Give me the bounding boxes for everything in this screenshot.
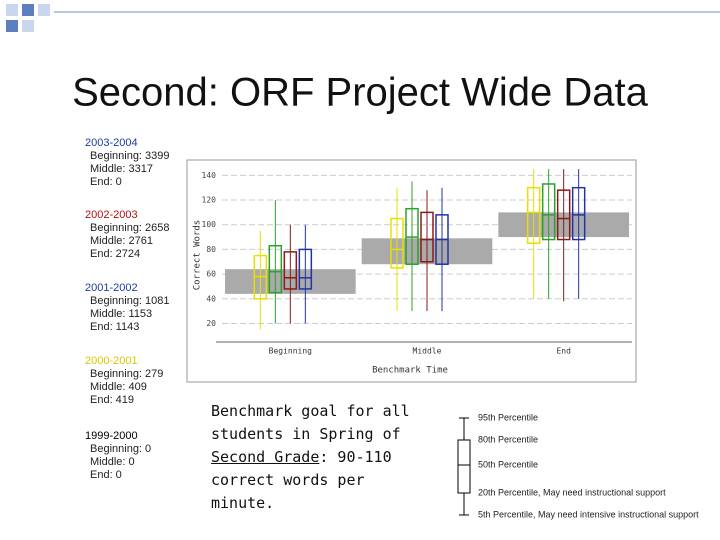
year-count: Middle: 1153 <box>90 308 153 320</box>
goal-underlined: Second Grade <box>211 448 320 466</box>
year-block: 2002-2003 Beginning: 2658 Middle: 2761 End:… <box>85 209 170 261</box>
x-tick-label: Middle <box>413 347 442 356</box>
y-tick-label: 100 <box>202 220 217 229</box>
decoration <box>38 4 50 16</box>
chart-frame <box>186 159 637 383</box>
box <box>556 189 571 241</box>
y-tick-label: 120 <box>202 196 217 205</box>
decoration <box>6 20 18 32</box>
box <box>571 186 586 241</box>
decoration <box>22 4 34 16</box>
year-block: 2003-2004 Beginning: 3399 Middle: 3317 End:… <box>85 137 170 189</box>
year-count: End: 1143 <box>90 321 140 333</box>
year-label: 2000-2001 <box>85 355 138 367</box>
year-label: 2003-2004 <box>85 137 138 149</box>
year-block: 2000-2001 Beginning: 279 Middle: 409 End: 4… <box>85 355 163 407</box>
year-count: Middle: 2761 <box>90 235 153 247</box>
key-label: 50th Percentile <box>478 459 538 469</box>
x-tick-label: End <box>556 347 571 356</box>
box <box>420 211 434 263</box>
box <box>390 217 404 269</box>
box <box>526 186 541 244</box>
year-count: End: 0 <box>90 176 122 188</box>
box <box>298 248 313 290</box>
decoration <box>22 20 34 32</box>
x-axis-label: Benchmark Time <box>372 366 448 376</box>
year-count: Beginning: 2658 <box>90 222 170 234</box>
year-block: 2001-2002 Beginning: 1081 Middle: 1153 End:… <box>85 282 170 334</box>
legend-key <box>457 417 471 516</box>
y-axis-label: Correct Words <box>193 220 203 290</box>
year-label: 2001-2002 <box>85 282 138 294</box>
year-count: Middle: 0 <box>90 456 135 468</box>
goal-text: Benchmark goal for all students in Sprin… <box>211 400 426 515</box>
y-tick-label: 60 <box>206 270 216 279</box>
slide-title: Second: ORF Project Wide Data <box>72 71 649 115</box>
year-label: 2002-2003 <box>85 209 138 221</box>
year-label: 1999-2000 <box>85 430 138 442</box>
y-tick-label: 140 <box>202 171 217 180</box>
key-label: 5th Percentile, May need intensive instr… <box>478 509 699 519</box>
year-count: Beginning: 1081 <box>90 295 170 307</box>
box <box>283 251 298 290</box>
year-count: End: 419 <box>90 394 135 406</box>
key-label: 20th Percentile, May need instructional … <box>478 487 666 497</box>
box <box>541 183 556 241</box>
year-count: Middle: 3317 <box>90 163 153 175</box>
y-tick-label: 20 <box>206 319 216 328</box>
key-box <box>457 439 471 494</box>
year-count: Beginning: 279 <box>90 368 164 380</box>
goal-before: Benchmark goal for all students in Sprin… <box>211 402 410 443</box>
goal-after: : 90-110 correct words per minute. <box>211 448 392 512</box>
box <box>268 244 283 294</box>
y-tick-label: 40 <box>206 294 216 303</box>
key-label: 80th Percentile <box>478 434 538 444</box>
year-count: Middle: 409 <box>90 381 147 393</box>
year-count: End: 2724 <box>90 248 141 260</box>
year-block: 1999-2000 Beginning: 0 Middle: 0 End: 0 <box>85 430 151 482</box>
key-label: 95th Percentile <box>478 412 538 422</box>
y-tick-label: 80 <box>206 245 216 254</box>
x-tick-label: Beginning <box>269 347 313 356</box>
decoration <box>6 4 18 16</box>
year-count: End: 0 <box>90 469 122 481</box>
year-count: Beginning: 3399 <box>90 150 170 162</box>
year-count: Beginning: 0 <box>90 443 152 455</box>
